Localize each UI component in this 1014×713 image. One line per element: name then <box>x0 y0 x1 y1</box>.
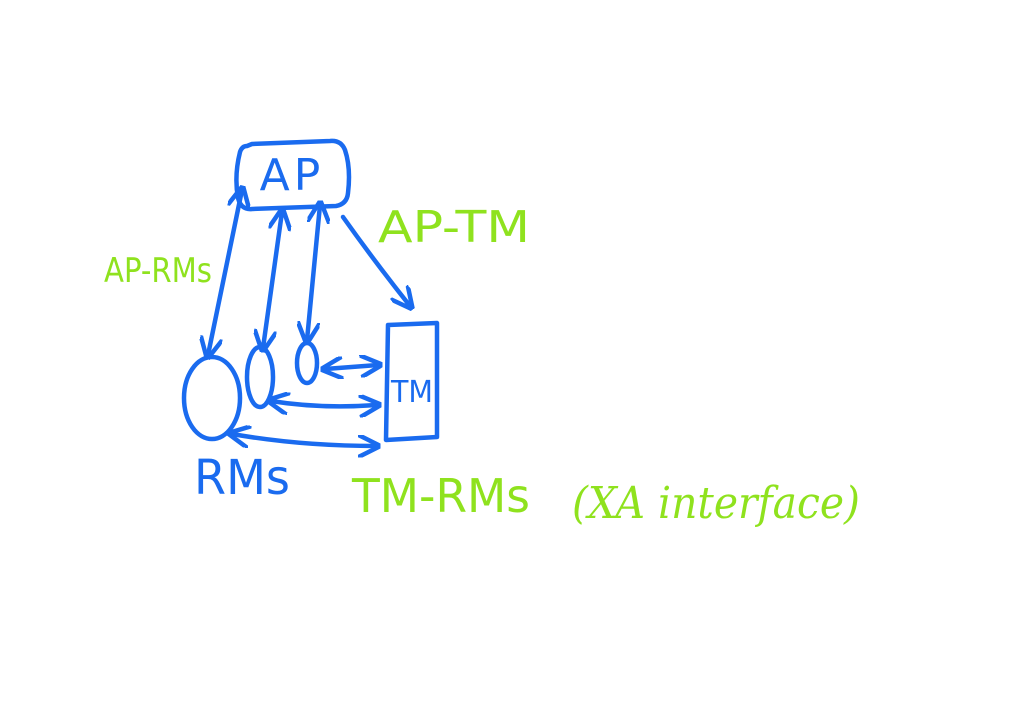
ap-label: AP <box>260 150 325 201</box>
arrow-ap-rm3 <box>307 205 320 340</box>
tm-box <box>383 320 440 443</box>
arrow-tm-rm3 <box>325 365 378 369</box>
arrow-tm-rm1 <box>232 434 376 446</box>
arrow-ap-rm1 <box>208 190 242 355</box>
arrow-ap-rm2 <box>263 212 282 348</box>
tm-rms-interface-label: TM-RMs <box>351 469 530 523</box>
ap-rms-interface-label: AP-RMs <box>104 251 212 291</box>
rm-3 <box>294 340 320 386</box>
tm-label: TM <box>390 375 433 410</box>
rm-1 <box>181 354 243 442</box>
ap-box <box>234 138 352 212</box>
rms-label: RMs <box>194 450 290 506</box>
tm-node: TM <box>383 320 440 443</box>
tm-rms-arrows <box>232 365 378 446</box>
rms-node: RMs <box>181 340 320 506</box>
arrow-tm-rm2 <box>271 401 377 406</box>
xa-interface-note: (XA interface) <box>572 478 860 529</box>
ap-tm-interface-label: AP-TM <box>378 202 530 253</box>
rm-2 <box>244 344 276 410</box>
ap-rms-arrows <box>208 190 320 355</box>
arrow-ap-tm <box>340 214 410 306</box>
ap-node: AP <box>234 138 352 212</box>
